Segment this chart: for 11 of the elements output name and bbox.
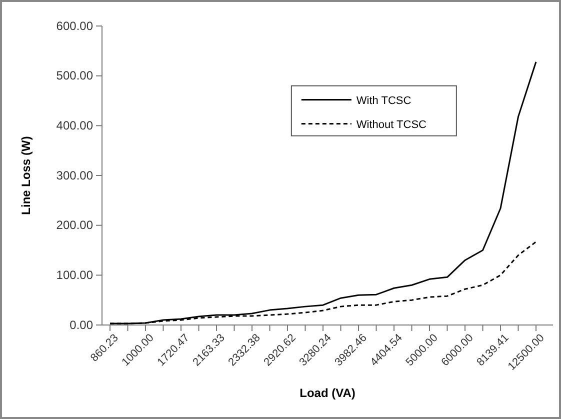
legend-label: With TCSC bbox=[356, 94, 412, 107]
y-tick-label: 0.00 bbox=[70, 318, 94, 332]
y-tick-label: 300.00 bbox=[56, 168, 94, 182]
y-tick-label: 500.00 bbox=[56, 68, 94, 83]
legend-label: Without TCSC bbox=[356, 118, 427, 131]
x-axis-title: Load (VA) bbox=[300, 386, 356, 400]
y-tick-label: 100.00 bbox=[56, 268, 94, 282]
y-axis-title: Line Loss (W) bbox=[19, 136, 33, 215]
y-tick-label: 200.00 bbox=[56, 218, 94, 232]
y-tick-label: 400.00 bbox=[56, 118, 94, 133]
y-tick-label: 600.00 bbox=[56, 18, 94, 33]
